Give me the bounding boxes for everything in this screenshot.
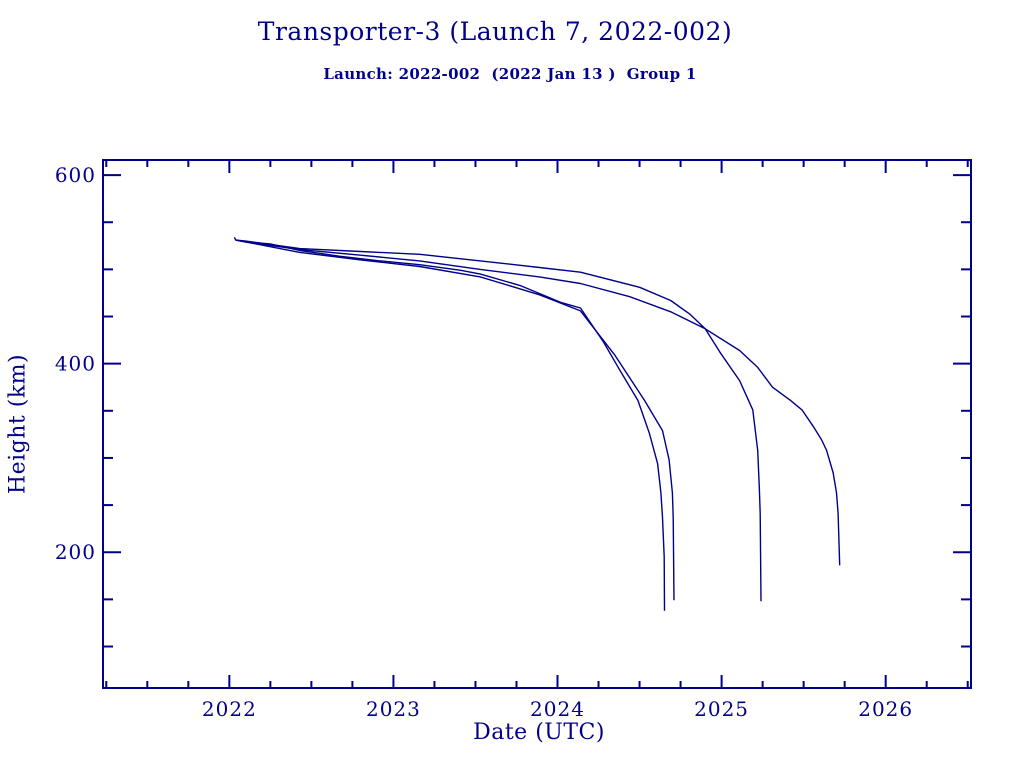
y-tick-label: 400	[55, 352, 96, 376]
chart-subtitle: Launch: 2022-002 (2022 Jan 13 ) Group 1	[323, 65, 697, 83]
x-tick-label: 2023	[366, 697, 421, 721]
decay-curve-4	[235, 239, 841, 566]
x-axis-label: Date (UTC)	[473, 720, 605, 745]
x-tick-label: 2025	[694, 697, 749, 721]
x-tick-label: 2022	[202, 697, 257, 721]
decay-curve-1	[233, 236, 666, 611]
decay-curve-2	[235, 239, 675, 601]
plot-frame	[102, 159, 972, 689]
x-tick-label: 2026	[858, 697, 913, 721]
y-tick-label: 600	[55, 163, 96, 187]
decay-curve-3	[235, 239, 762, 602]
chart-title: Transporter-3 (Launch 7, 2022-002)	[257, 17, 733, 46]
y-tick-label: 200	[55, 540, 96, 564]
x-tick-label: 2024	[530, 697, 585, 721]
